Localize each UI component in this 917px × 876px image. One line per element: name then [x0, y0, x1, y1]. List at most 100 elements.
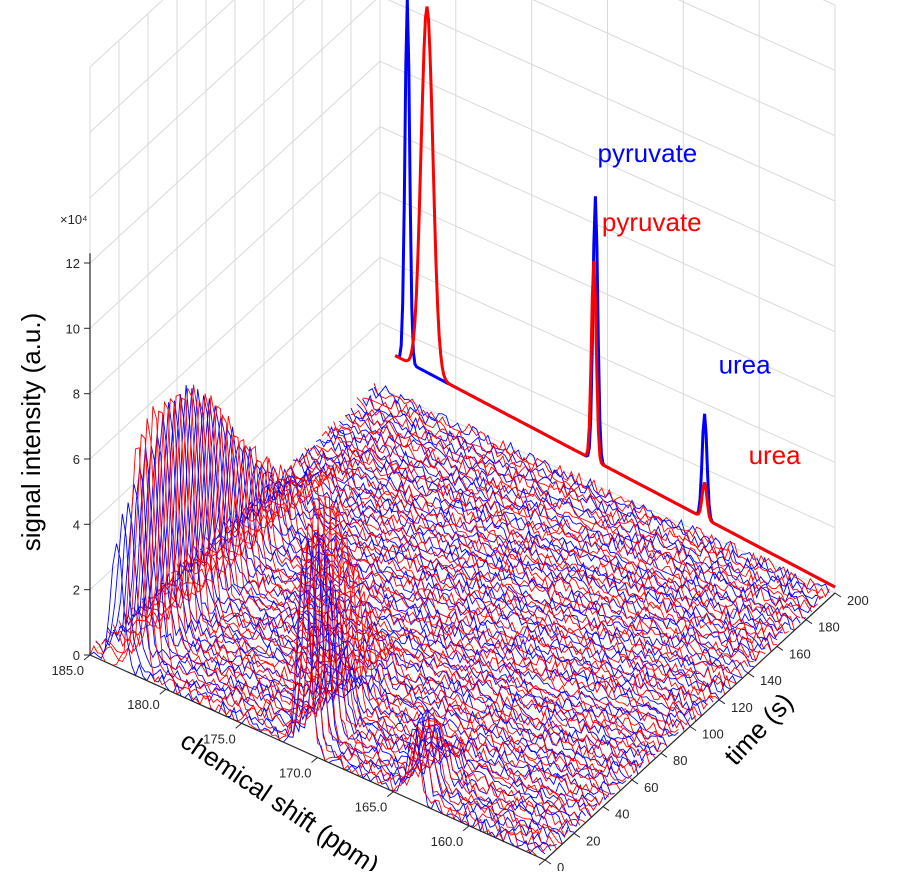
x-tick-label: 180.0	[127, 697, 160, 712]
y-tick-label: 20	[586, 833, 600, 848]
z-tick-label: 2	[73, 583, 80, 598]
y-tick-label: 140	[760, 673, 782, 688]
grid-line	[379, 387, 836, 594]
y-tick-label: 0	[557, 860, 564, 871]
grid-line	[89, 0, 377, 264]
y-tick-mark	[718, 699, 726, 705]
spectrum-line	[211, 459, 668, 746]
y-tick-mark	[776, 645, 784, 651]
y-tick-label: 180	[818, 620, 840, 635]
grid-line	[379, 322, 836, 529]
spectrum-line	[304, 447, 761, 662]
spectrum-line	[333, 428, 789, 632]
grid-line	[379, 256, 836, 463]
x-tick-label: 160.0	[431, 834, 464, 849]
spectrum-line	[159, 393, 615, 795]
grid-line	[387, 0, 836, 202]
y-tick-mark	[689, 726, 697, 731]
y-tick-label: 100	[702, 727, 724, 742]
peak-label: urea	[719, 349, 772, 379]
spectrum-line	[362, 394, 819, 609]
time-sum-line	[394, 6, 836, 589]
spectrum-line	[188, 405, 645, 769]
spectrum-line	[124, 397, 581, 826]
axes-layer	[83, 253, 842, 866]
z-tick-label: 8	[73, 387, 80, 402]
x-tick-label: 170.0	[279, 766, 312, 781]
spectrum-line	[223, 457, 679, 733]
spectrum-line	[373, 383, 830, 598]
spectrum-line	[286, 467, 743, 679]
spectrum-line	[118, 446, 575, 833]
spectrum-line	[298, 452, 754, 668]
spectrum-line	[95, 513, 552, 851]
spectrum-line	[153, 400, 610, 798]
y-tick-mark	[573, 832, 581, 838]
spectrum-line	[321, 430, 777, 646]
spectrum-line	[327, 425, 784, 638]
z-tick-label: 12	[66, 256, 80, 271]
spectrum-line	[165, 395, 621, 791]
peak-labels: lactatepyruvateureaacetatepyruvateurea	[598, 138, 802, 470]
spectrum-line	[327, 425, 783, 639]
time-sum-layer	[394, 0, 836, 589]
grid-line	[89, 0, 164, 68]
spectrum-line	[275, 472, 731, 690]
z-axis-multiplier: ×10⁴	[60, 212, 88, 227]
spectrum-line	[176, 395, 633, 779]
spectrum-line	[182, 398, 639, 775]
y-tick-label: 160	[789, 646, 811, 661]
peak-label: pyruvate	[598, 138, 698, 168]
x-tick-mark	[159, 688, 167, 695]
spectrum-line	[95, 433, 552, 852]
spectrum-line	[147, 384, 604, 806]
spectrum-line	[257, 475, 714, 703]
peak-label: pyruvate	[602, 207, 702, 237]
y-tick-label: 40	[615, 807, 629, 822]
spectrum-line	[176, 414, 633, 781]
spectrum-line	[281, 473, 737, 685]
x-tick-label: 175.0	[203, 731, 236, 746]
y-tick-mark	[602, 806, 610, 812]
spectrum-line	[141, 402, 598, 807]
z-tick-label: 10	[66, 321, 80, 336]
spectrum-line	[269, 474, 726, 695]
spectrum-line	[252, 480, 708, 706]
y-tick-label: 80	[673, 753, 687, 768]
grid-line	[89, 0, 235, 133]
z-axis-title: signal intensity (a.u.)	[16, 313, 46, 551]
spectrum-line	[222, 446, 679, 737]
spectra-layer	[89, 383, 830, 861]
x-tick-label: 185.0	[51, 663, 84, 678]
y-tick-mark	[660, 752, 668, 758]
spectrum-line	[130, 393, 586, 823]
z-tick-label: 4	[73, 517, 80, 532]
spectrum-line	[344, 414, 801, 619]
spectrum-line	[217, 455, 673, 736]
spectrum-line	[165, 388, 621, 787]
x-tick-mark	[386, 791, 394, 798]
y-tick-label: 120	[731, 700, 753, 715]
spectrum-line	[141, 388, 598, 812]
spectrum-line	[205, 426, 662, 753]
grid-line	[379, 191, 836, 398]
spectrum-line	[118, 400, 575, 826]
x-tick-mark	[538, 859, 546, 866]
spectrum-line	[298, 453, 754, 663]
grid-line	[379, 60, 836, 267]
spectrum-line	[112, 410, 569, 838]
spectrum-line	[101, 418, 557, 850]
spectrum-line	[194, 438, 650, 765]
z-tick-label: 6	[73, 452, 80, 467]
grid-line	[89, 126, 381, 395]
grid-line	[89, 0, 306, 199]
spectrum-line	[136, 397, 592, 818]
y-tick-label: 60	[644, 780, 658, 795]
spectrum-line	[107, 483, 563, 845]
spectrum-line	[339, 419, 795, 631]
x-tick-mark	[462, 825, 470, 832]
grid-line	[89, 60, 381, 329]
y-tick-mark	[834, 592, 842, 598]
